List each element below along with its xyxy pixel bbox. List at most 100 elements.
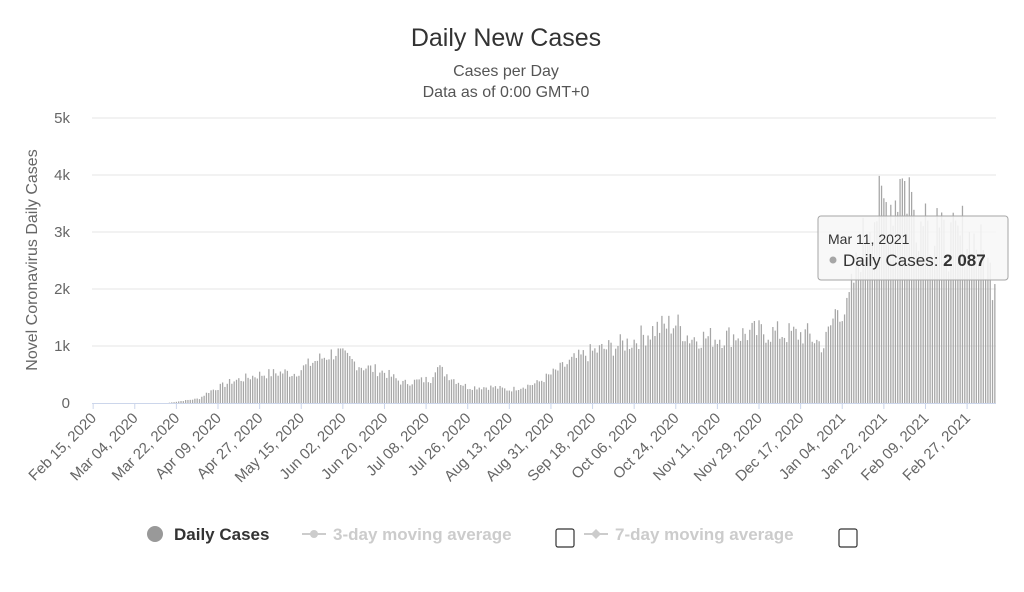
bar[interactable] xyxy=(411,384,413,403)
bar[interactable] xyxy=(432,377,434,403)
bar[interactable] xyxy=(675,325,677,403)
bar[interactable] xyxy=(589,344,591,403)
bar[interactable] xyxy=(783,337,786,403)
bar[interactable] xyxy=(219,383,221,403)
bar[interactable] xyxy=(326,359,328,403)
bar[interactable] xyxy=(758,320,760,403)
bar[interactable] xyxy=(538,381,541,403)
bar[interactable] xyxy=(573,353,575,403)
bar[interactable] xyxy=(841,321,843,403)
bar[interactable] xyxy=(404,379,406,403)
bar[interactable] xyxy=(550,374,552,403)
bar[interactable] xyxy=(254,377,256,403)
bar[interactable] xyxy=(980,224,982,403)
bar[interactable] xyxy=(224,386,226,403)
bar[interactable] xyxy=(929,255,931,403)
bar[interactable] xyxy=(346,352,349,403)
bar[interactable] xyxy=(515,390,517,403)
bar[interactable] xyxy=(571,356,573,403)
bar[interactable] xyxy=(744,333,746,403)
bar[interactable] xyxy=(878,175,880,403)
bar[interactable] xyxy=(656,321,658,403)
bar-series-daily-cases[interactable] xyxy=(168,175,996,403)
bar[interactable] xyxy=(864,241,867,403)
legend-item-7-day-average[interactable]: 7-day moving average xyxy=(584,525,794,544)
bar[interactable] xyxy=(316,360,319,403)
bar[interactable] xyxy=(406,384,409,403)
bar[interactable] xyxy=(409,385,411,403)
bar[interactable] xyxy=(416,379,418,403)
bar[interactable] xyxy=(897,211,899,403)
bar[interactable] xyxy=(201,396,203,403)
bar[interactable] xyxy=(649,339,651,403)
bar[interactable] xyxy=(991,300,994,403)
bar[interactable] xyxy=(358,367,360,403)
bar[interactable] xyxy=(321,358,323,403)
bar[interactable] xyxy=(367,365,369,403)
bar[interactable] xyxy=(797,339,799,403)
bar[interactable] xyxy=(922,226,924,403)
bar[interactable] xyxy=(561,362,564,403)
bar[interactable] xyxy=(749,329,751,403)
bar[interactable] xyxy=(418,379,420,403)
bar[interactable] xyxy=(275,373,277,403)
bar[interactable] xyxy=(665,328,668,403)
bar[interactable] xyxy=(194,398,196,403)
bar[interactable] xyxy=(575,357,577,403)
bar[interactable] xyxy=(208,393,210,403)
bar[interactable] xyxy=(635,343,638,403)
bar[interactable] xyxy=(245,373,247,403)
bar[interactable] xyxy=(961,205,964,403)
bar[interactable] xyxy=(728,327,730,403)
bar[interactable] xyxy=(654,336,656,403)
bar[interactable] xyxy=(901,178,903,403)
bar[interactable] xyxy=(427,382,430,403)
bar[interactable] xyxy=(332,359,335,403)
bar[interactable] xyxy=(989,262,991,403)
bar[interactable] xyxy=(716,343,719,403)
bar[interactable] xyxy=(591,350,594,403)
bar[interactable] xyxy=(328,359,330,403)
bar[interactable] xyxy=(804,329,806,403)
bar[interactable] xyxy=(689,343,691,403)
bar[interactable] xyxy=(554,369,557,403)
bar[interactable] xyxy=(559,362,561,403)
bar[interactable] xyxy=(504,388,506,403)
bar[interactable] xyxy=(712,346,714,403)
bar[interactable] xyxy=(800,332,802,403)
bar[interactable] xyxy=(772,327,774,403)
bar[interactable] xyxy=(968,232,971,403)
bar[interactable] xyxy=(746,340,749,403)
bar[interactable] xyxy=(638,349,640,403)
bar[interactable] xyxy=(335,355,337,403)
bar[interactable] xyxy=(809,333,811,403)
bar[interactable] xyxy=(883,198,885,403)
bar[interactable] xyxy=(471,389,473,403)
bar[interactable] xyxy=(781,337,783,403)
bar[interactable] xyxy=(298,375,300,403)
bar[interactable] xyxy=(869,232,871,403)
bar[interactable] xyxy=(873,222,876,403)
bar[interactable] xyxy=(462,385,464,403)
bar[interactable] xyxy=(793,326,795,403)
bar[interactable] xyxy=(205,392,208,403)
bar[interactable] xyxy=(369,365,372,403)
bar[interactable] xyxy=(723,345,725,403)
bar[interactable] xyxy=(238,378,240,403)
bar[interactable] xyxy=(478,387,480,403)
bar[interactable] xyxy=(642,334,645,403)
bar[interactable] xyxy=(679,326,682,403)
legend-item-3-day-average[interactable]: 3-day moving average xyxy=(302,525,512,544)
bar[interactable] xyxy=(547,374,550,403)
bar[interactable] xyxy=(300,370,302,403)
bar[interactable] xyxy=(282,373,284,403)
bar[interactable] xyxy=(839,321,841,403)
bar[interactable] xyxy=(890,204,892,403)
bar[interactable] xyxy=(557,370,559,403)
bar[interactable] xyxy=(686,335,688,403)
bar[interactable] xyxy=(189,399,191,403)
bar[interactable] xyxy=(707,336,709,403)
bar[interactable] xyxy=(682,341,684,403)
bar[interactable] xyxy=(608,340,610,403)
bar[interactable] xyxy=(413,379,416,403)
